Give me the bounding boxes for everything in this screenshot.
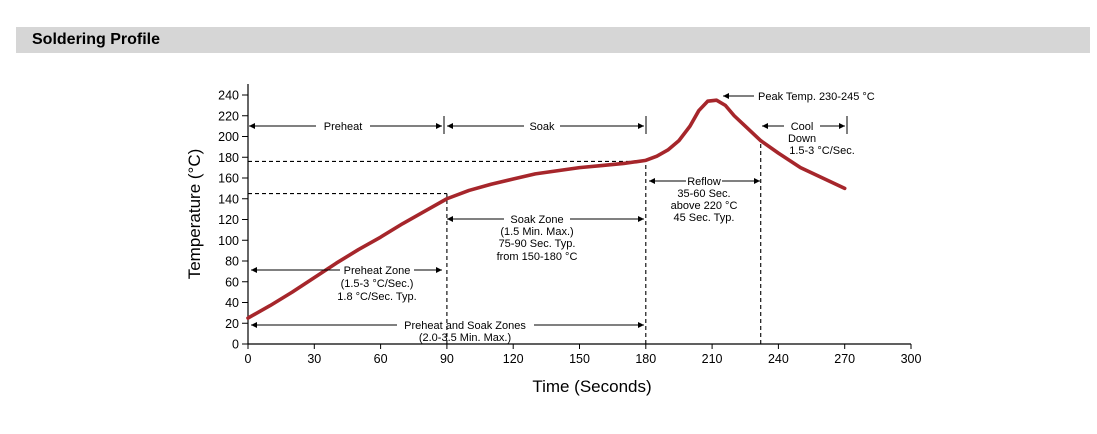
y-tick-label: 100 [218, 234, 239, 248]
x-tick-label: 210 [702, 352, 723, 366]
reflow-label-line-1: Reflow [687, 176, 721, 188]
y-tick-label: 200 [218, 130, 239, 144]
temperature-profile-line [246, 98, 847, 320]
x-axis-title: Time (Seconds) [532, 377, 651, 396]
preheat-soak-line-1: Preheat and Soak Zones [404, 320, 526, 332]
soak-zone-line-1: Soak Zone [510, 214, 563, 226]
cool-label-line-2: Down [788, 133, 816, 145]
x-ticks: 0 30 60 90 120 150 180 210 240 270 300 [245, 344, 922, 366]
preheat-zone-line-1: Preheat Zone [344, 265, 411, 277]
section-title: Soldering Profile [32, 31, 161, 48]
cool-label-line-1: Cool [791, 121, 814, 133]
x-tick-label: 150 [569, 352, 590, 366]
y-tick-label: 240 [218, 89, 239, 103]
y-tick-label: 140 [218, 192, 239, 206]
soak-label: Soak [529, 121, 555, 133]
y-tick-label: 120 [218, 213, 239, 227]
y-tick-label: 20 [225, 317, 239, 331]
preheat-zone-line-3: 1.8 °C/Sec. Typ. [337, 291, 416, 303]
x-tick-label: 30 [307, 352, 321, 366]
section-header-bar: Soldering Profile [16, 27, 1090, 53]
y-tick-label: 40 [225, 296, 239, 310]
y-tick-label: 80 [225, 255, 239, 269]
x-tick-label: 60 [374, 352, 388, 366]
reference-lines [248, 141, 762, 344]
series-layer [246, 98, 847, 320]
y-tick-label: 180 [218, 151, 239, 165]
preheat-soak-line-2: (2.0-3.5 Min. Max.) [419, 332, 511, 344]
preheat-zone-line-2: (1.5-3 °C/Sec.) [341, 278, 414, 290]
preheat-label: Preheat [324, 121, 363, 133]
reflow-label-line-2: 35-60 Sec. [677, 188, 730, 200]
x-tick-label: 240 [768, 352, 789, 366]
x-tick-label: 90 [440, 352, 454, 366]
y-tick-label: 0 [232, 338, 239, 352]
soak-zone-line-4: from 150-180 °C [497, 251, 578, 263]
y-axis-title: Temperature (°C) [185, 149, 204, 280]
x-tick-label: 300 [901, 352, 922, 366]
cool-label-line-3: 1.5-3 °C/Sec. [789, 145, 855, 157]
reflow-label-line-4: 45 Sec. Typ. [674, 212, 735, 224]
soak-zone-line-3: 75-90 Sec. Typ. [499, 238, 576, 250]
y-tick-label: 160 [218, 172, 239, 186]
y-ticks: 0 20 40 60 80 100 120 140 160 180 200 220 240 [218, 89, 248, 352]
x-tick-label: 0 [245, 352, 252, 366]
y-tick-label: 220 [218, 109, 239, 123]
soak-zone-line-2: (1.5 Min. Max.) [500, 226, 573, 238]
peak-label: Peak Temp. 230-245 °C [758, 91, 875, 103]
x-tick-label: 270 [834, 352, 855, 366]
reflow-label-line-3: above 220 °C [671, 200, 738, 212]
x-tick-label: 120 [503, 352, 524, 366]
x-tick-label: 180 [635, 352, 656, 366]
y-tick-label: 60 [225, 275, 239, 289]
